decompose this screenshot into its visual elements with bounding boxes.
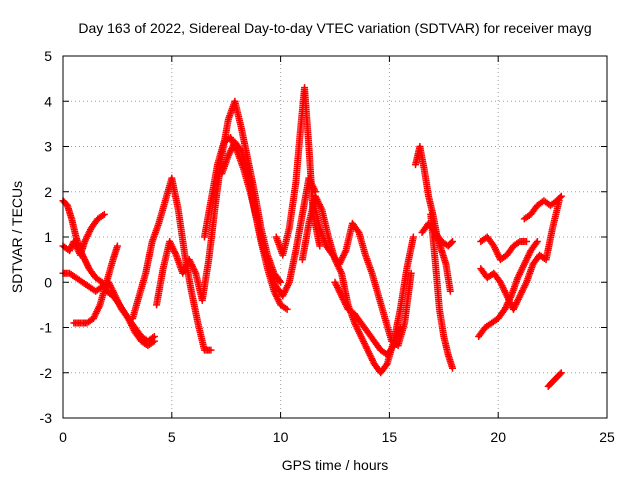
data-point <box>533 238 541 246</box>
data-point <box>447 239 455 247</box>
series-trace-5 <box>129 174 215 354</box>
y-tick-label: -3 <box>40 410 53 426</box>
x-axis-label: GPS time / hours <box>282 457 389 473</box>
series-trace-3 <box>59 269 158 350</box>
data-point <box>556 193 564 201</box>
data-point <box>207 346 215 354</box>
series-trace-4 <box>70 242 121 327</box>
data-point <box>557 192 565 200</box>
data-point <box>113 242 121 250</box>
data-point <box>407 269 415 277</box>
axis-ticks: 0 5 10 15 20 25 -3 -2 -1 0 1 2 3 4 5 <box>40 48 615 445</box>
data-point <box>449 238 457 246</box>
data-point <box>100 210 108 218</box>
plot-area <box>59 84 565 390</box>
data-point <box>396 324 404 331</box>
series-trace-15 <box>427 210 457 372</box>
x-tick-label: 0 <box>59 429 67 445</box>
x-tick-label: 15 <box>382 429 398 445</box>
series-trace-9 <box>272 84 324 259</box>
x-tick-label: 25 <box>599 429 615 445</box>
series-trace-18 <box>475 238 541 341</box>
y-axis-label: SDTVAR / TECUs <box>9 181 25 293</box>
chart-title: Day 163 of 2022, Sidereal Day-to-day VTE… <box>78 20 591 36</box>
data-point <box>409 233 417 241</box>
series-trace-16 <box>477 233 530 264</box>
series-trace-12 <box>331 278 404 359</box>
data-point <box>277 278 285 286</box>
series-trace-19 <box>520 192 565 223</box>
series-trace-8 <box>218 138 291 313</box>
data-point <box>522 238 530 246</box>
data-point <box>316 242 324 250</box>
x-tick-label: 10 <box>273 429 289 445</box>
data-point <box>446 287 454 295</box>
grid <box>63 56 607 418</box>
y-tick-label: 4 <box>44 93 52 109</box>
y-tick-label: 0 <box>44 274 52 290</box>
y-tick-label: 3 <box>44 139 52 155</box>
data-point <box>556 370 564 378</box>
y-tick-label: 1 <box>44 229 52 245</box>
series-trace-17 <box>477 197 563 313</box>
y-tick-label: 2 <box>44 184 52 200</box>
data-point <box>532 239 540 247</box>
data-point <box>449 364 457 372</box>
data-point <box>557 369 565 377</box>
data-point <box>150 337 158 345</box>
series-trace-20 <box>544 369 565 390</box>
y-tick-label: -1 <box>40 320 53 336</box>
x-tick-label: 20 <box>490 429 506 445</box>
series-trace-2 <box>59 210 108 259</box>
y-tick-label: -2 <box>40 365 53 381</box>
x-tick-label: 5 <box>168 429 176 445</box>
data-point <box>283 305 291 313</box>
series-trace-6 <box>153 97 285 309</box>
series-trace-11 <box>309 197 415 350</box>
y-tick-label: 5 <box>44 48 52 64</box>
